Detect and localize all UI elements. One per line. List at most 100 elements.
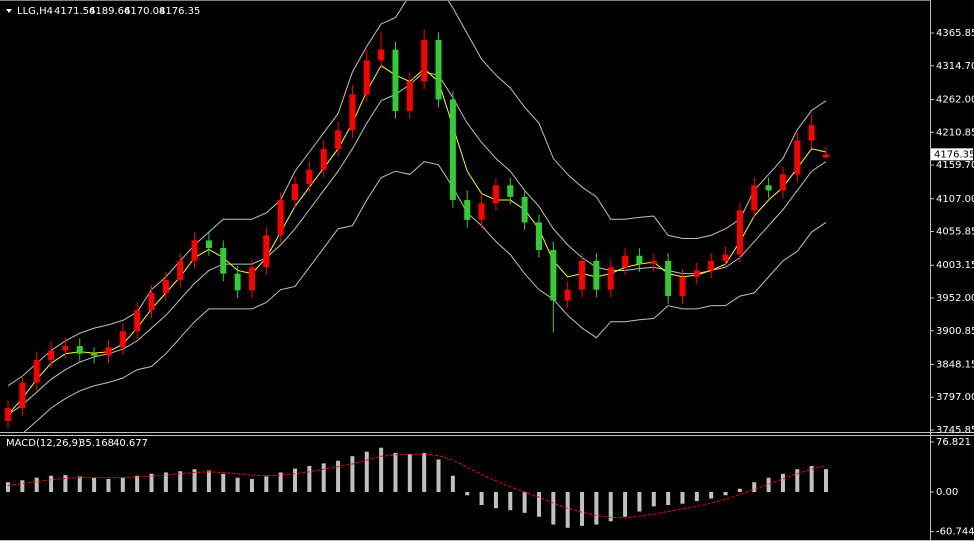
macd-bar xyxy=(666,492,671,506)
y-tick-label: 3952.00 xyxy=(936,293,974,304)
macd-bar xyxy=(623,492,628,517)
macd-bar xyxy=(192,469,197,493)
macd-bar xyxy=(407,454,412,493)
candle-body xyxy=(378,49,385,61)
candle-body xyxy=(679,276,686,297)
candle-body xyxy=(392,49,399,112)
candle-body xyxy=(363,60,370,95)
candle-body xyxy=(722,254,729,261)
candle-body xyxy=(320,148,327,170)
macd-bar xyxy=(536,492,541,517)
macd-bar xyxy=(49,475,54,493)
y-tick-label: 0.00 xyxy=(936,487,958,498)
close-value: 4176.35 xyxy=(159,6,200,17)
candle-body xyxy=(91,353,98,356)
macd-bar xyxy=(809,465,814,493)
candle-body xyxy=(306,169,313,185)
macd-bar xyxy=(264,476,269,493)
macd-bar xyxy=(163,472,168,493)
macd-panel xyxy=(6,447,828,528)
macd-label: MACD(12,26,9) xyxy=(6,438,82,449)
macd-bar xyxy=(6,482,10,493)
candle-body xyxy=(191,240,198,261)
macd-bar xyxy=(278,472,283,493)
macd-value: 35.168 xyxy=(79,438,114,449)
candle-body xyxy=(335,130,342,149)
y-tick-label: 4159.70 xyxy=(936,160,974,171)
macd-bar xyxy=(106,478,111,493)
candle-body xyxy=(148,292,155,311)
macd-bar xyxy=(709,492,714,499)
candle-body xyxy=(507,185,514,197)
macd-bar xyxy=(206,470,211,493)
candle-body xyxy=(521,196,528,223)
macd-bar xyxy=(293,468,298,493)
candle-body xyxy=(593,260,600,290)
macd-bar xyxy=(350,456,355,493)
indicator-line xyxy=(7,453,827,519)
macd-bar xyxy=(379,447,384,493)
candle-body xyxy=(48,350,55,361)
high-value: 4189.66 xyxy=(89,6,130,17)
y-tick-label: 4262.00 xyxy=(936,95,974,106)
candle-body xyxy=(33,360,40,383)
macd-bar xyxy=(135,475,140,493)
macd-bar xyxy=(120,477,125,493)
candle-body xyxy=(765,185,772,191)
macd-bar xyxy=(795,469,800,493)
candle-body xyxy=(794,140,801,175)
macd-bar xyxy=(422,452,427,493)
macd-bar xyxy=(221,473,226,493)
macd-bar xyxy=(637,492,642,512)
macd-bar xyxy=(824,469,828,493)
candle-body xyxy=(478,203,485,220)
candle-body xyxy=(421,39,428,82)
macd-bar xyxy=(364,451,369,493)
candle-body xyxy=(823,154,829,158)
macd-bar xyxy=(752,482,757,493)
candle-body xyxy=(579,260,586,290)
macd-bar xyxy=(336,460,341,493)
macd-bar xyxy=(508,492,513,511)
y-tick-label: 4003.15 xyxy=(936,260,974,271)
y-tick-label: -60.744 xyxy=(936,527,974,538)
candle-body xyxy=(708,260,715,271)
macd-bar xyxy=(77,476,82,493)
macd-bar xyxy=(249,478,254,493)
candle-body xyxy=(607,267,614,290)
candle-body xyxy=(449,99,456,201)
candle-body xyxy=(277,200,284,236)
macd-bar xyxy=(737,488,742,493)
macd-bar xyxy=(436,459,441,493)
candle-body xyxy=(636,255,643,265)
candle-body xyxy=(134,310,141,332)
macd-bar xyxy=(20,480,25,493)
y-tick-label: 3797.00 xyxy=(936,392,974,403)
candle-body xyxy=(650,260,657,265)
indicator-line xyxy=(7,71,827,415)
candle-body xyxy=(349,94,356,131)
candle-body xyxy=(162,280,169,293)
macd-bar xyxy=(321,463,326,493)
indicator-line xyxy=(23,161,827,432)
candle-body xyxy=(535,222,542,250)
y-tick-label: 3900.85 xyxy=(936,326,974,337)
macd-bar xyxy=(34,477,39,493)
candle-body xyxy=(736,210,743,255)
candle-body xyxy=(248,267,255,291)
candle-body xyxy=(62,346,69,351)
y-tick-label: 4314.70 xyxy=(936,61,974,72)
candle-body xyxy=(105,347,112,356)
macd-bar xyxy=(594,492,599,525)
candle-body xyxy=(435,39,442,100)
low-value: 4170.08 xyxy=(124,6,165,17)
candle-body xyxy=(292,184,299,201)
y-tick-label: 4055.85 xyxy=(936,227,974,238)
candle-body xyxy=(622,255,629,268)
macd-bar xyxy=(178,471,183,493)
price-axis: 4365.85 4314.70 4262.00 4210.85 4159.70 4107.… xyxy=(930,28,974,538)
indicator-line xyxy=(7,1,827,387)
macd-bar xyxy=(694,492,699,502)
